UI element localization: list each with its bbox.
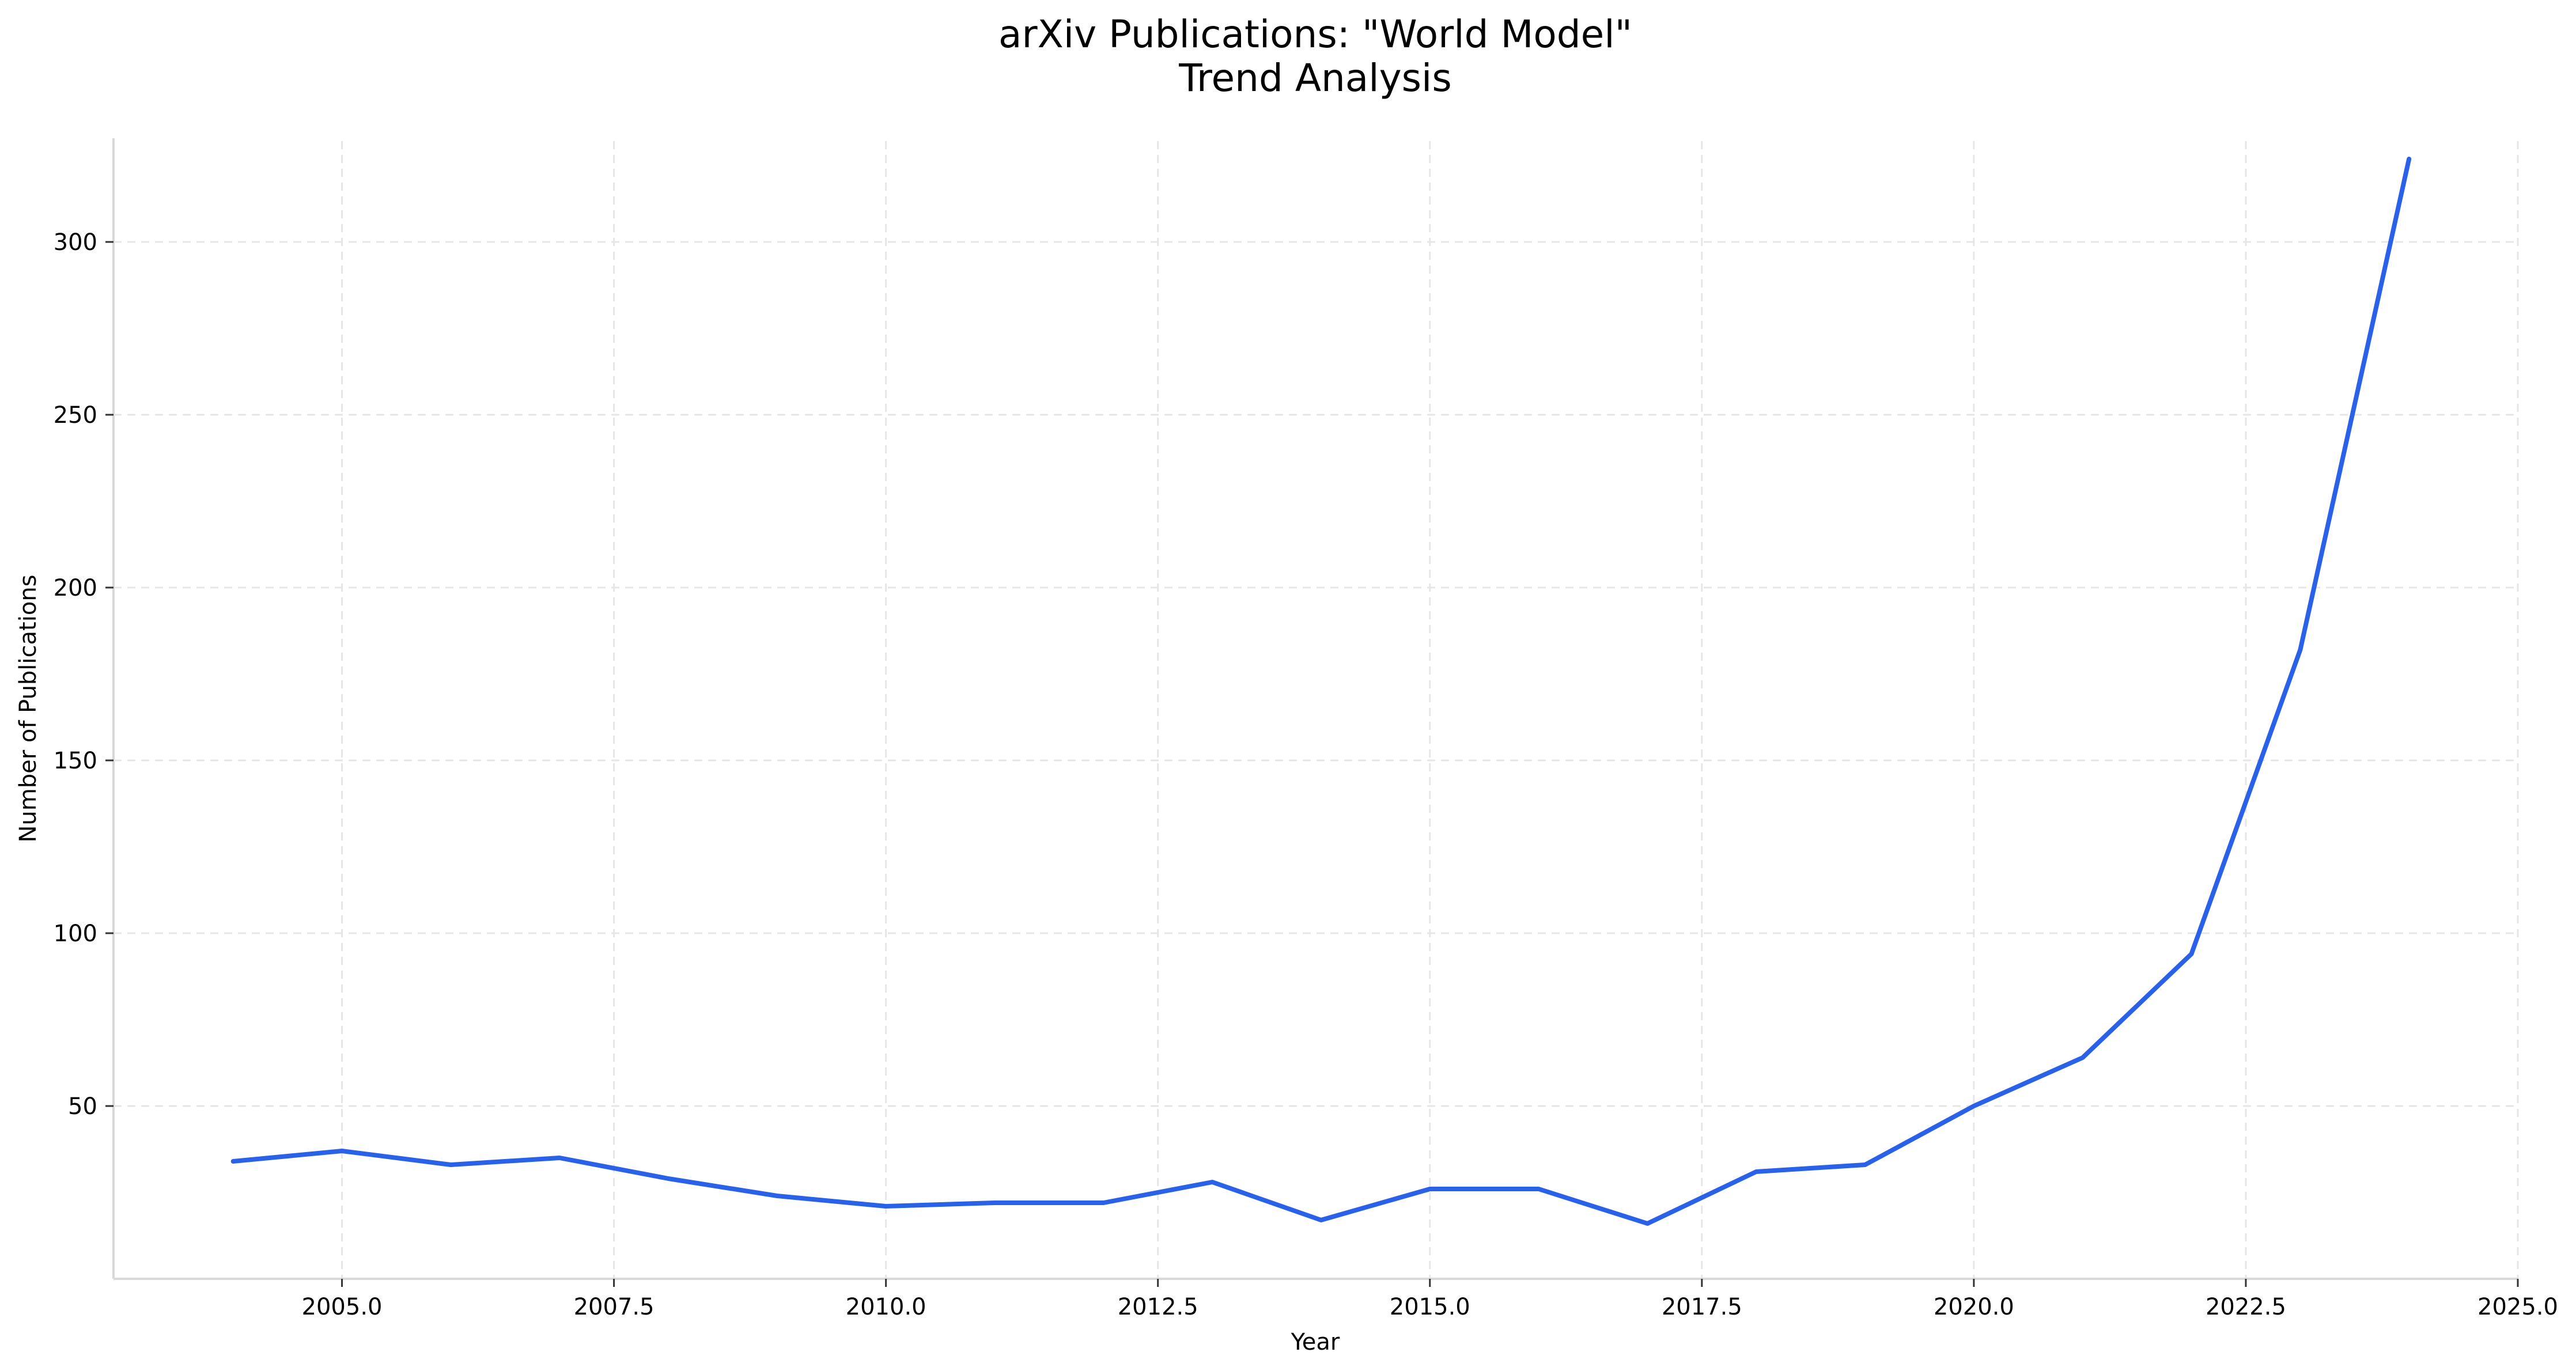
y-tick-label: 300	[54, 229, 97, 256]
x-tick-label: 2017.5	[1662, 1294, 1742, 1320]
x-tick-label: 2010.0	[846, 1294, 926, 1320]
y-tick-label: 50	[68, 1093, 97, 1120]
x-tick-label: 2025.0	[2477, 1294, 2558, 1320]
y-axis-ticks: 50 100 150 200 250 300	[54, 229, 114, 1120]
y-tick-label: 250	[54, 402, 97, 429]
x-tick-label: 2022.5	[2206, 1294, 2286, 1320]
x-tick-label: 2012.5	[1118, 1294, 1198, 1320]
chart-title: arXiv Publications: "World Model"	[998, 12, 1632, 56]
x-axis-label: Year	[1291, 1329, 1340, 1355]
chart-subtitle: Trend Analysis	[1178, 56, 1452, 100]
x-tick-label: 2007.5	[574, 1294, 655, 1320]
y-tick-label: 100	[54, 921, 97, 947]
y-axis-label: Number of Publications	[15, 574, 41, 842]
grid	[114, 141, 2519, 1279]
y-tick-label: 200	[54, 575, 97, 601]
series-line	[230, 157, 2412, 1226]
x-tick-label: 2020.0	[1934, 1294, 2014, 1320]
x-tick-label: 2015.0	[1390, 1294, 1470, 1320]
x-tick-label: 2005.0	[302, 1294, 383, 1320]
y-tick-label: 150	[54, 748, 97, 774]
x-axis-ticks: 2005.0 2007.5 2010.0 2012.5 2015.0 2017.5 2020…	[302, 1279, 2558, 1320]
